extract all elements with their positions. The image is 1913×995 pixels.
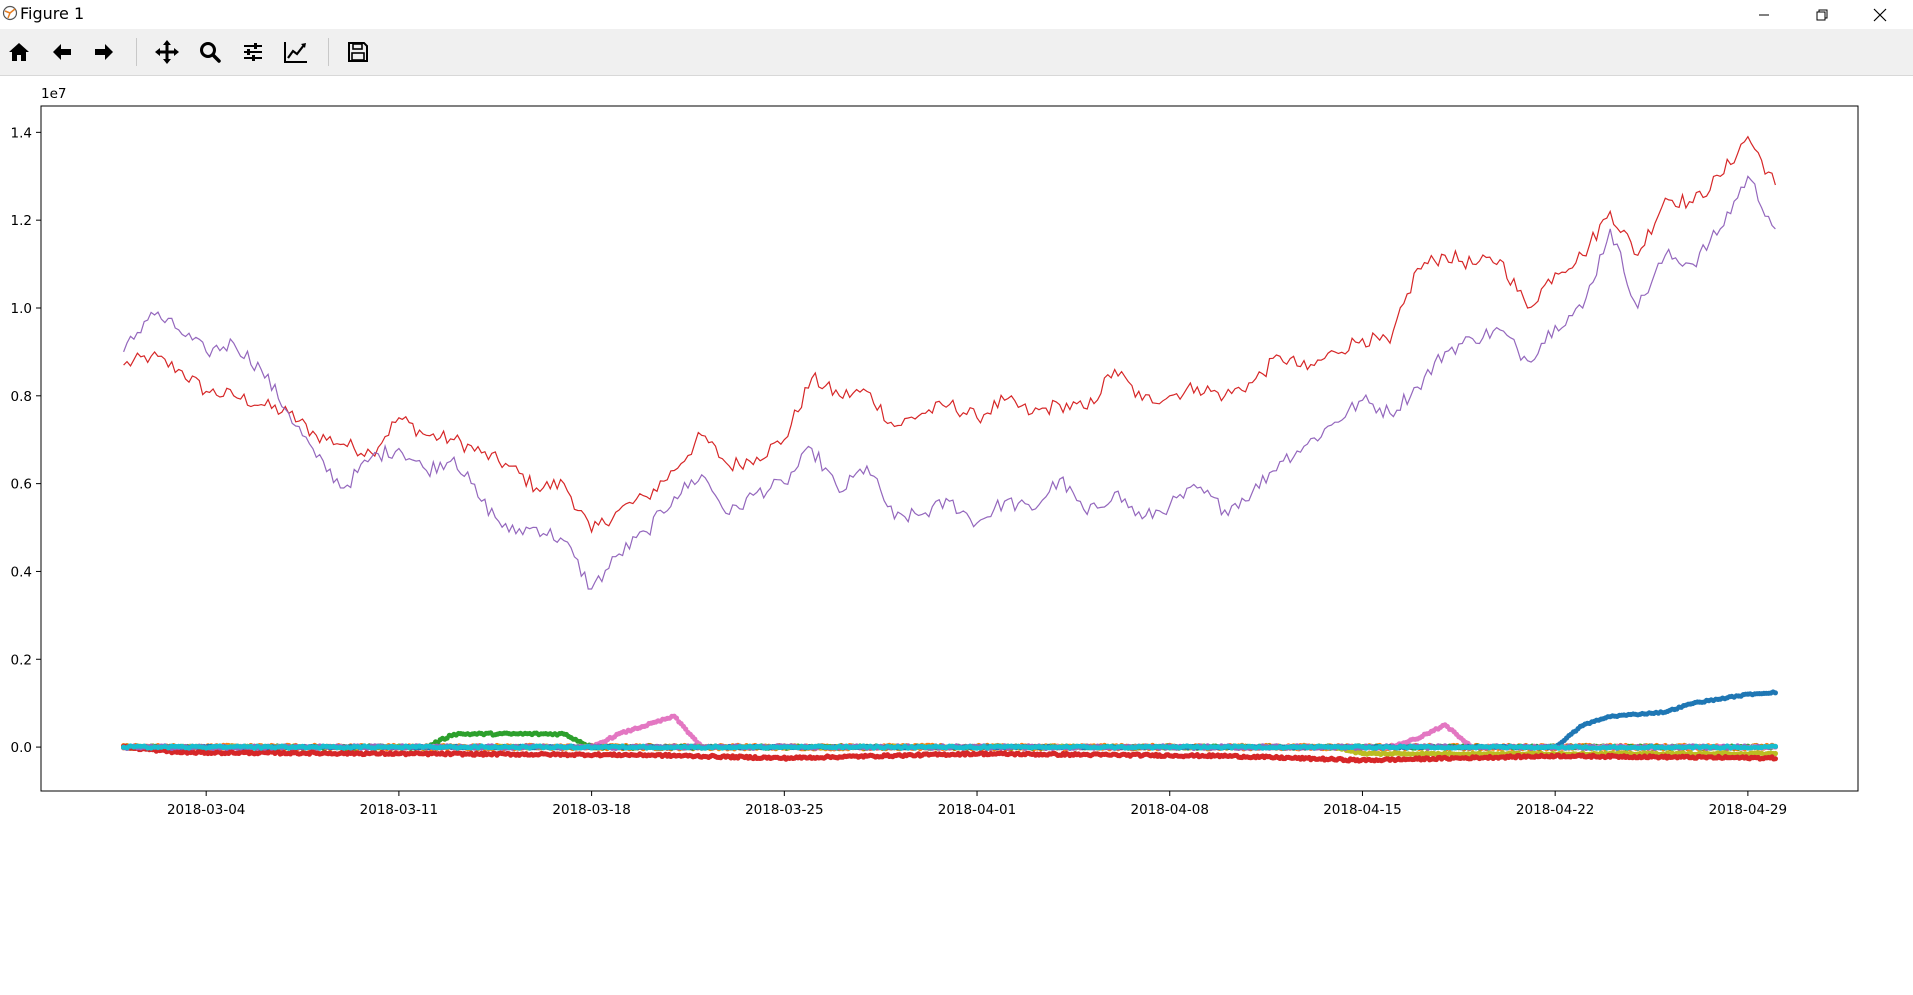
chart-canvas[interactable]: 1e7 2018-03-04 2018-03-11 2018-03-18 2018-0… <box>0 76 1913 995</box>
scatter-point <box>1772 750 1778 757</box>
save-button[interactable] <box>342 36 374 68</box>
line-series-2 <box>123 175 1776 590</box>
close-icon <box>1873 8 1887 21</box>
matplotlib-app-icon <box>2 5 18 25</box>
restore-icon <box>1816 9 1828 20</box>
configure-subplots-button[interactable] <box>237 36 269 68</box>
edit-axis-icon <box>284 42 307 63</box>
save-icon <box>348 42 368 62</box>
restore-button[interactable] <box>1793 0 1851 29</box>
scatter-series-group <box>121 689 1778 764</box>
minimize-icon <box>1759 14 1769 15</box>
forward-button[interactable] <box>88 36 120 68</box>
close-button[interactable] <box>1851 0 1909 29</box>
line-series-1 <box>123 135 1776 534</box>
toolbar-separator <box>136 38 137 66</box>
back-button[interactable] <box>46 36 78 68</box>
plot-axes-frame <box>40 105 1859 792</box>
scatter-point <box>1772 756 1778 762</box>
zoom-icon <box>200 42 221 63</box>
zoom-button[interactable] <box>194 36 226 68</box>
pan-icon <box>155 40 179 64</box>
home-icon <box>9 43 29 61</box>
subplots-config-icon <box>244 43 262 61</box>
scatter-point <box>1772 690 1778 696</box>
forward-arrow-icon <box>95 44 113 60</box>
line-series-group <box>123 135 1776 590</box>
scatter-series-5 <box>121 689 1778 751</box>
back-arrow-icon <box>53 44 71 60</box>
y-axis-offset-label: 1e7 <box>41 86 66 102</box>
title-bar: Figure 1 <box>0 0 1913 29</box>
navigation-toolbar <box>0 29 1913 76</box>
home-button[interactable] <box>3 36 35 68</box>
window-title: Figure 1 <box>20 4 85 23</box>
scatter-point <box>673 715 680 721</box>
edit-axis-button[interactable] <box>280 36 312 68</box>
pan-button[interactable] <box>151 36 183 68</box>
minimize-button[interactable] <box>1735 0 1793 29</box>
toolbar-separator <box>328 38 329 66</box>
